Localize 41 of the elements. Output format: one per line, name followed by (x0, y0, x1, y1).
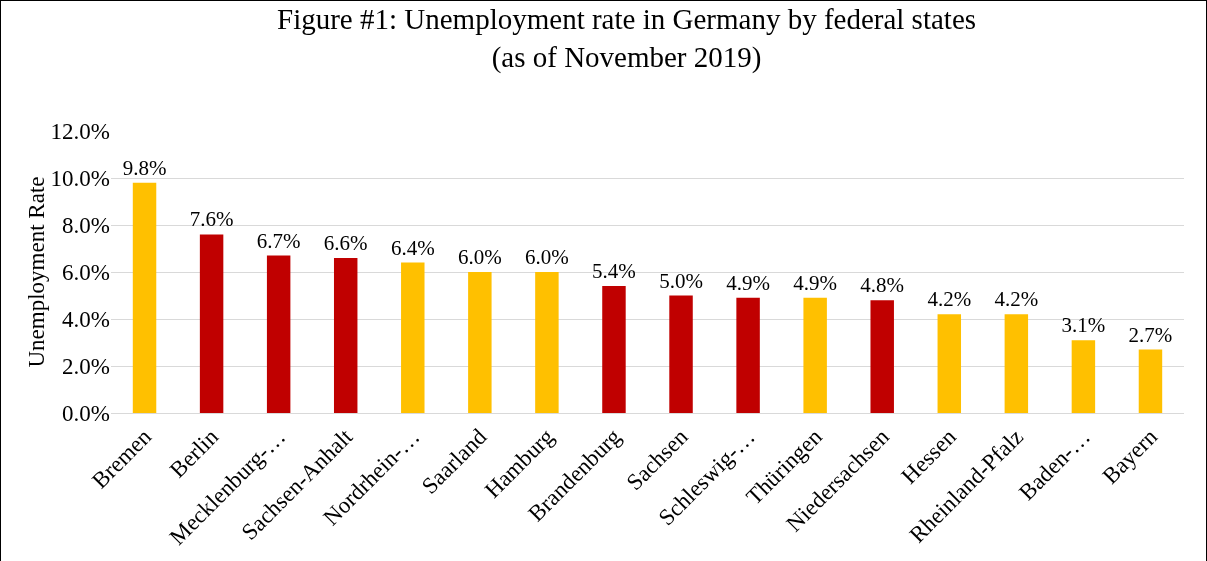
bar (401, 262, 425, 413)
data-label: 4.8% (860, 273, 905, 298)
bar (468, 272, 492, 413)
bar (669, 295, 693, 413)
y-tick-label: 10.0% (50, 166, 110, 192)
bar (266, 255, 291, 413)
y-tick-label: 2.0% (62, 354, 110, 380)
data-label: 3.1% (1061, 313, 1106, 338)
y-tick-label: 8.0% (62, 213, 110, 239)
data-label: 6.6% (323, 230, 368, 255)
bar (602, 286, 626, 413)
data-label: 5.0% (659, 268, 703, 293)
y-tick-label: 6.0% (62, 260, 110, 286)
y-tick-label: 4.0% (62, 307, 110, 333)
bar (736, 297, 760, 413)
bar (803, 297, 827, 413)
chart-title: Figure #1: Unemployment rate in Germany by federal states (as of November 2019) (277, 2, 977, 74)
y-axis-title: Unemployment Rate (23, 176, 49, 368)
bar (1138, 349, 1163, 413)
data-label: 6.4% (390, 235, 435, 260)
data-label: 5.4% (592, 259, 636, 284)
data-label: 6.0% (525, 245, 569, 269)
data-label: 7.6% (189, 207, 234, 232)
bar (1071, 340, 1096, 413)
data-label: 4.2% (927, 287, 972, 312)
bar (870, 300, 894, 413)
data-label: 4.9% (726, 270, 770, 295)
data-label: 6.7% (256, 228, 301, 253)
bar (535, 272, 559, 413)
bar (199, 234, 224, 413)
y-tick-label: 0.0% (62, 401, 110, 427)
data-label: 2.7% (1128, 322, 1173, 347)
bar (1004, 314, 1029, 413)
y-tick-label: 12.0% (50, 119, 110, 145)
data-label: 4.9% (793, 270, 838, 295)
data-label: 4.2% (994, 287, 1039, 312)
bar (937, 314, 962, 413)
data-label: 9.8% (122, 155, 167, 180)
data-label: 6.0% (457, 245, 502, 269)
bar (333, 257, 358, 413)
bar (132, 182, 157, 413)
